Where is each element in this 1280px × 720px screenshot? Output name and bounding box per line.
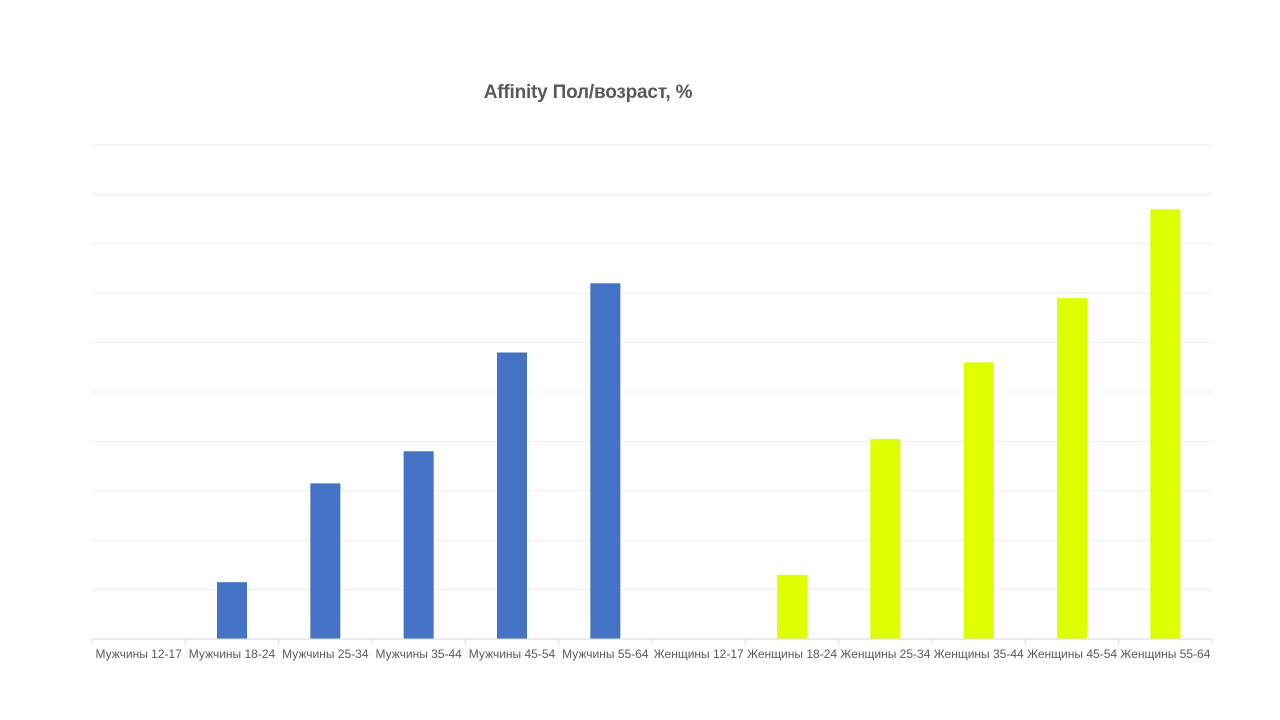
x-tick-label: Женщины 45-54 (1027, 647, 1117, 661)
bar-3 (310, 483, 341, 639)
x-tick-label: Женщины 12-17 (654, 647, 744, 661)
x-tick-label: Женщины 55-64 (1120, 647, 1210, 661)
bar-12 (1150, 209, 1181, 639)
bar-8 (777, 574, 807, 639)
x-tick-label: Мужчины 55-64 (562, 647, 649, 661)
bar-4 (403, 451, 434, 639)
bar-6 (590, 283, 621, 639)
gridlines (92, 144, 1212, 591)
bar-9 (870, 438, 901, 639)
x-axis-tick-labels: Мужчины 12-17 Мужчины 18-24 Мужчины 25-34 М… (95, 647, 1210, 661)
bar-2 (217, 582, 247, 639)
x-tick-label: Мужчины 45-54 (469, 647, 556, 661)
bar-10 (963, 362, 994, 639)
bar-5 (497, 352, 527, 639)
x-tick-label: Мужчины 25-34 (282, 647, 369, 661)
x-tick-label: Женщины 25-34 (840, 647, 930, 661)
chart-title: Affinity Пол/возраст, % (483, 82, 693, 103)
x-tick-label: Мужчины 18-24 (189, 647, 276, 661)
x-tick-label: Женщины 18-24 (747, 647, 837, 661)
x-tick-label: Женщины 35-44 (934, 647, 1024, 661)
x-tick-label: Мужчины 12-17 (95, 647, 182, 661)
x-axis (91, 638, 1213, 644)
bar-11 (1057, 298, 1087, 639)
bars (217, 209, 1181, 639)
x-tick-label: Мужчины 35-44 (375, 647, 462, 661)
